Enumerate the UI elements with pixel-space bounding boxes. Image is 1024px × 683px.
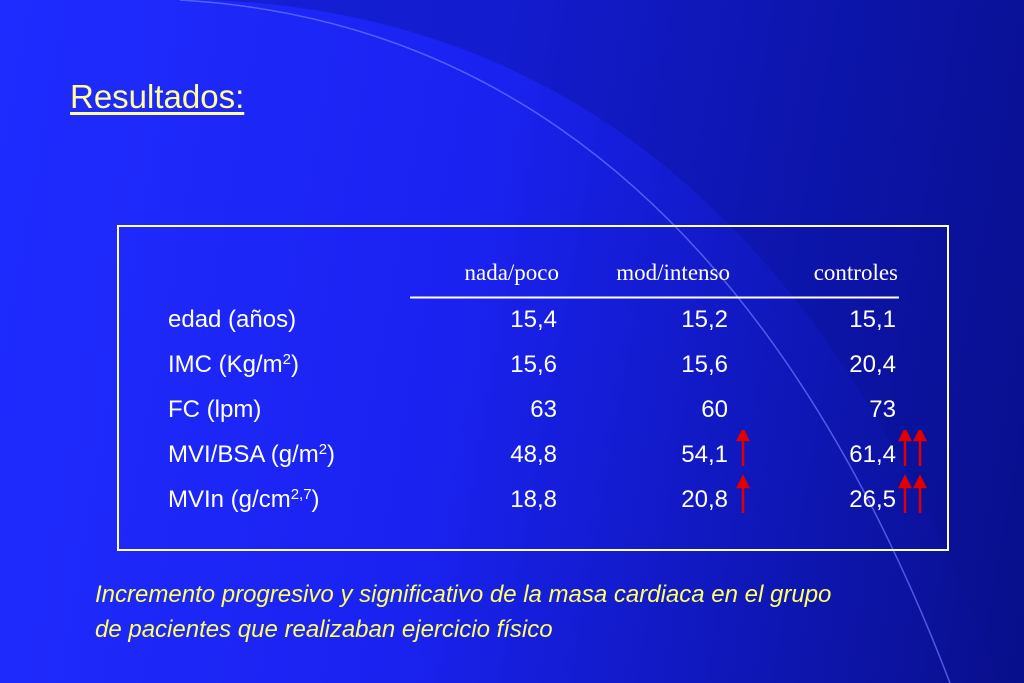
- footnote-line: de pacientes que realizaban ejercicio fí…: [95, 616, 553, 643]
- label-superscript: 2,7: [290, 486, 312, 503]
- slide-title: Resultados:: [70, 78, 245, 115]
- cell-value: 61,4: [849, 441, 896, 468]
- cell-value: 20,8: [681, 486, 728, 513]
- arrows-controles: [898, 430, 928, 513]
- footnote-line: Incremento progresivo y significativo de…: [95, 581, 832, 608]
- label-text: ): [291, 351, 300, 378]
- label-text: IMC (Kg/m: [168, 351, 283, 378]
- cell-value: 15,2: [681, 306, 728, 333]
- row-label: MVI/BSA (g/m2): [168, 441, 335, 469]
- row-label: edad (años): [168, 306, 296, 334]
- column-header: nada/poco: [464, 260, 559, 285]
- label-text: edad (años): [168, 306, 297, 333]
- cell-value: 15,4: [510, 306, 557, 333]
- label-superscript: 2: [318, 441, 328, 458]
- cell-value: 63: [530, 396, 557, 423]
- label-text: MVIn (g/cm: [168, 486, 291, 513]
- header-rule: [410, 296, 899, 299]
- cell-value: 60: [701, 396, 728, 423]
- label-text: FC (lpm): [168, 396, 262, 423]
- cell-value: 48,8: [510, 441, 557, 468]
- cell-value: 73: [869, 396, 896, 423]
- cell-value: 26,5: [849, 486, 896, 513]
- label-text: MVI/BSA (g/m: [168, 441, 319, 468]
- label-superscript: 2: [282, 351, 292, 368]
- cell-value: 20,4: [849, 351, 896, 378]
- label-text: ): [327, 441, 336, 468]
- row-label: FC (lpm): [168, 396, 261, 424]
- table-frame: [117, 225, 949, 551]
- row-label: MVIn (g/cm2,7): [168, 486, 320, 514]
- arrows-mod: [736, 430, 750, 513]
- column-header: controles: [813, 260, 898, 285]
- column-header: mod/intenso: [616, 260, 730, 285]
- cell-value: 15,6: [681, 351, 728, 378]
- row-label: IMC (Kg/m2): [168, 351, 299, 379]
- cell-value: 54,1: [681, 441, 728, 468]
- cell-value: 15,6: [510, 351, 557, 378]
- cell-value: 18,8: [510, 486, 557, 513]
- cell-value: 15,1: [849, 306, 896, 333]
- label-text: ): [311, 486, 320, 513]
